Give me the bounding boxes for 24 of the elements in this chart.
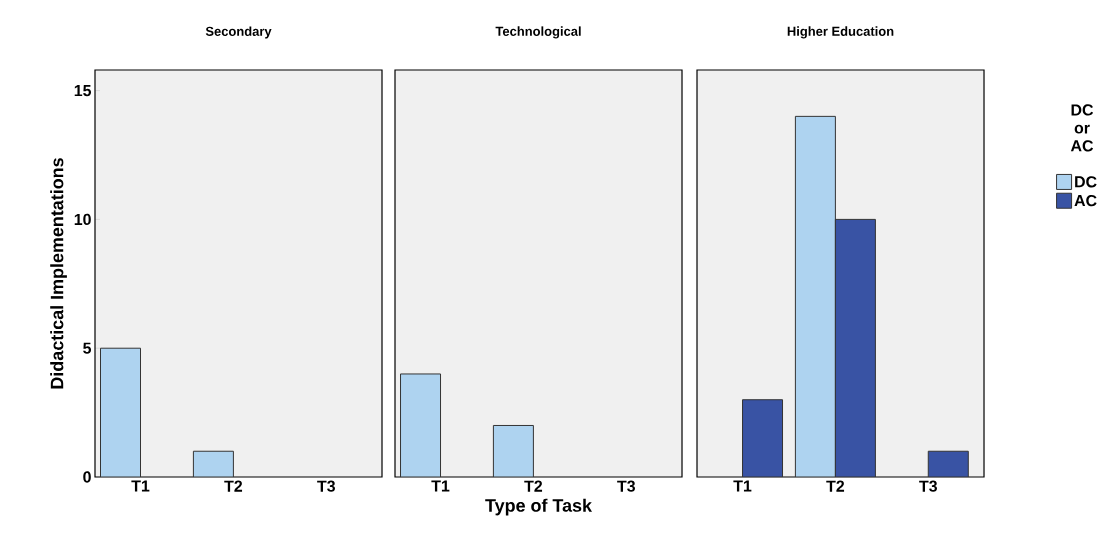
x-tick-label: T3 [317,480,335,492]
x-tick-label: T2 [826,480,845,492]
y-tick-label: 15 [74,85,92,97]
x-tick-label: T1 [733,480,752,492]
legend-title: DC or AC [1070,104,1094,152]
y-axis-title: Didactical Implementations [50,158,67,389]
y-tick-label: 10 [74,213,91,226]
y-tick-label: 5 [83,342,92,354]
chart-title: Higher Education [787,26,894,39]
legend-label: AC [1074,194,1097,207]
x-tick-label: T1 [131,480,150,492]
legend-label: DC [1075,176,1097,188]
x-axis-title: Type of Task [485,498,593,516]
x-tick-label: T2 [224,480,243,492]
x-tick-label: T3 [617,480,635,492]
bar [742,399,784,477]
y-tick-label: 0 [83,471,91,483]
chart-title: Technological [495,26,581,39]
x-tick-label: T3 [919,480,937,492]
x-tick-label: T1 [431,480,450,492]
chart-title: Secondary [205,26,272,39]
bar [927,450,969,477]
bar [834,218,876,477]
x-tick-label: T2 [524,480,543,492]
